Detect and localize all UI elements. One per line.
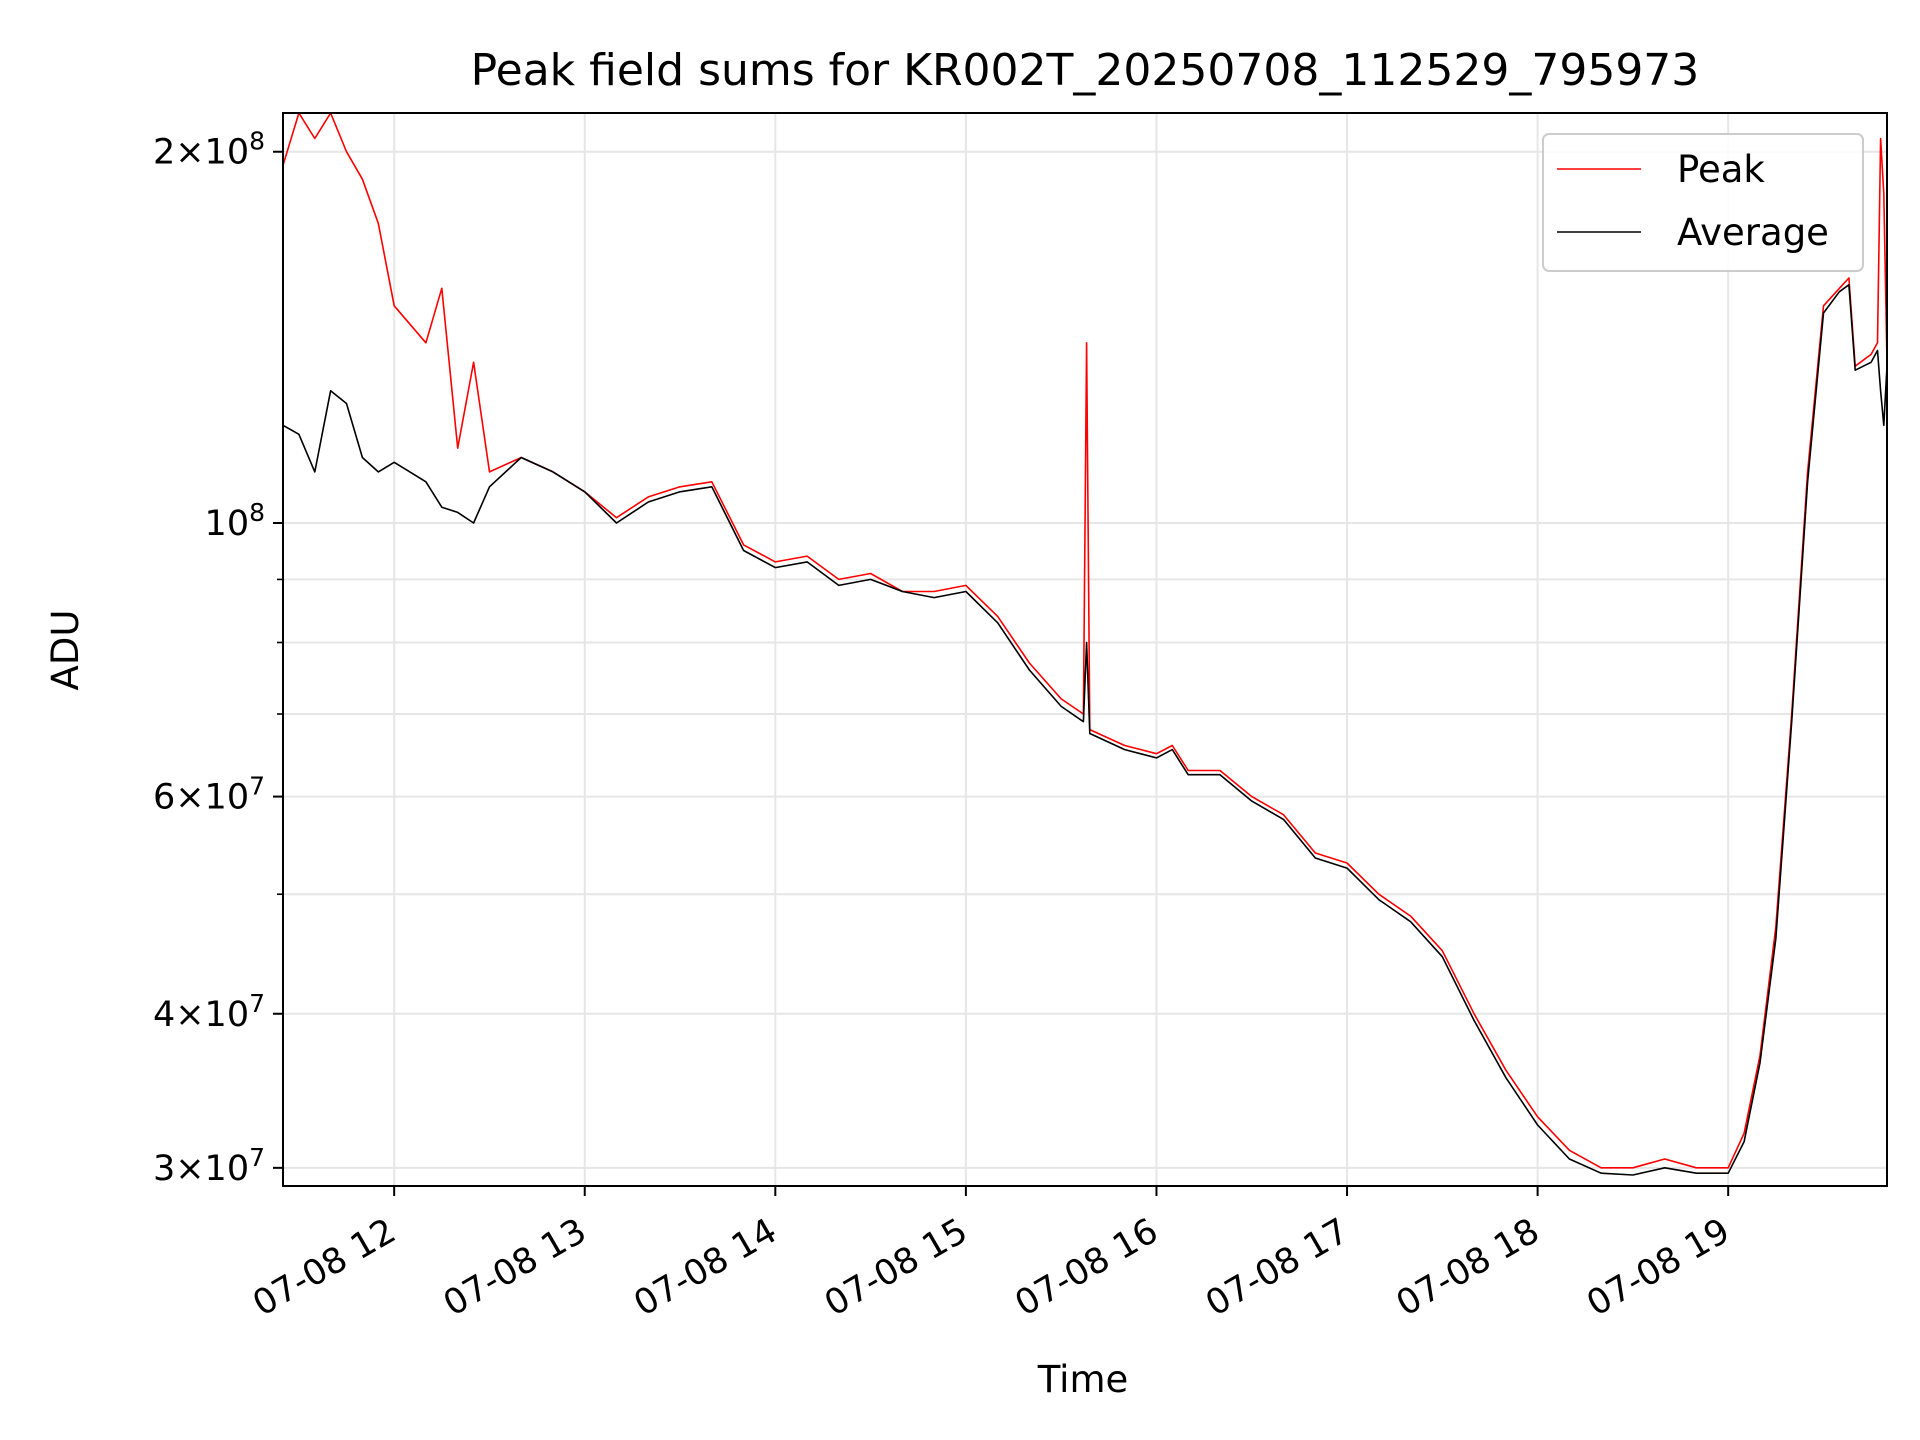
plot-series xyxy=(282,112,1888,1176)
series-line-average xyxy=(282,283,1888,1176)
x-axis-label: Time xyxy=(1037,1358,1129,1401)
legend: Peak Average xyxy=(1542,133,1864,272)
y-tick-label: 3×107 xyxy=(153,1143,265,1189)
plot-frame xyxy=(282,112,1888,1187)
y-axis-label: ADU xyxy=(44,610,87,691)
y-tick-label: 4×107 xyxy=(153,989,265,1035)
y-tick-label: 2×108 xyxy=(153,127,265,173)
legend-label-peak: Peak xyxy=(1677,148,1765,191)
y-tick-label: 6×107 xyxy=(153,772,265,818)
grid xyxy=(283,113,1887,1186)
legend-label-average: Average xyxy=(1677,211,1829,254)
series-line-peak xyxy=(282,112,1888,1169)
chart-title: Peak field sums for KR002T_20250708_1125… xyxy=(471,45,1700,96)
